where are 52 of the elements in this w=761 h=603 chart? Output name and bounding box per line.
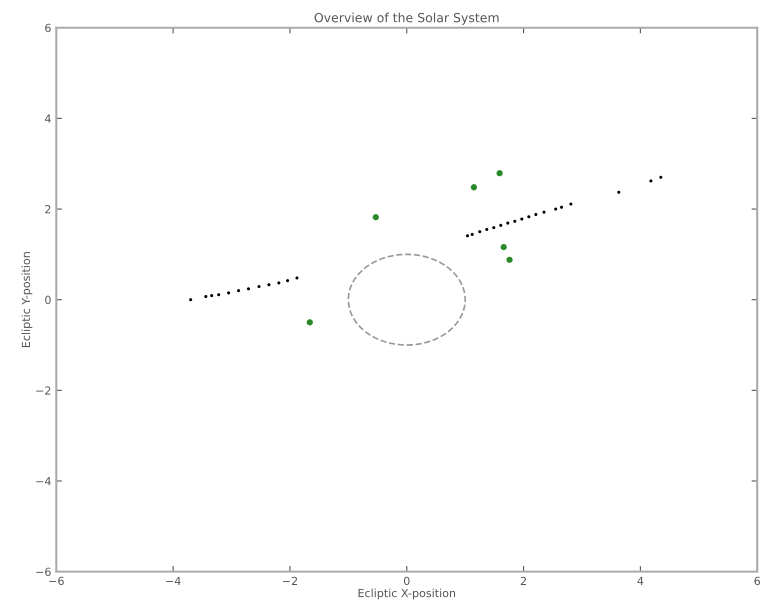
point: [500, 244, 507, 250]
point: [569, 202, 572, 206]
point: [560, 206, 564, 209]
point: [277, 281, 280, 284]
point: [306, 319, 313, 326]
point: [295, 276, 299, 280]
point: [649, 179, 652, 182]
point: [496, 170, 503, 176]
point: [485, 228, 488, 231]
point: [189, 298, 192, 302]
point: [246, 287, 250, 290]
point: [617, 190, 620, 194]
y-tick-label: 0: [45, 296, 51, 304]
point: [470, 184, 478, 190]
x-tick-label: 2: [520, 576, 526, 585]
x-tick-label: 6: [754, 576, 760, 586]
point: [286, 279, 290, 282]
point: [217, 293, 220, 296]
point: [227, 291, 230, 294]
x-tick-label: 0: [404, 576, 410, 586]
point: [534, 212, 538, 216]
x-axis-title: Ecliptic X-position: [358, 588, 456, 600]
point: [506, 222, 510, 225]
x-tick-label: 4: [637, 576, 644, 585]
point: [236, 289, 240, 292]
point: [466, 234, 470, 238]
point: [267, 283, 270, 286]
point: [659, 176, 662, 179]
point: [257, 284, 261, 288]
chart-title: Overview of the Solar System: [314, 12, 499, 25]
y-tick-label: 2: [45, 205, 50, 214]
point: [520, 217, 524, 221]
y-axis-title: Ecliptic Y-position: [22, 252, 32, 348]
y-tick-label: −4: [36, 477, 51, 486]
point: [478, 230, 482, 234]
point: [204, 294, 208, 298]
point: [470, 232, 474, 236]
point: [554, 207, 558, 211]
x-tick-label: −2: [282, 576, 298, 585]
point: [499, 224, 502, 227]
point: [527, 215, 530, 218]
point: [506, 256, 513, 263]
point: [372, 214, 379, 220]
point: [542, 210, 546, 214]
y-tick-label: 6: [45, 24, 51, 32]
point: [210, 294, 214, 298]
point: [513, 220, 516, 223]
y-tick-label: 4: [44, 114, 51, 123]
y-tick-label: −2: [36, 386, 50, 395]
x-tick-label: −4: [166, 576, 181, 585]
y-tick-label: −6: [36, 568, 51, 576]
point: [492, 226, 496, 230]
